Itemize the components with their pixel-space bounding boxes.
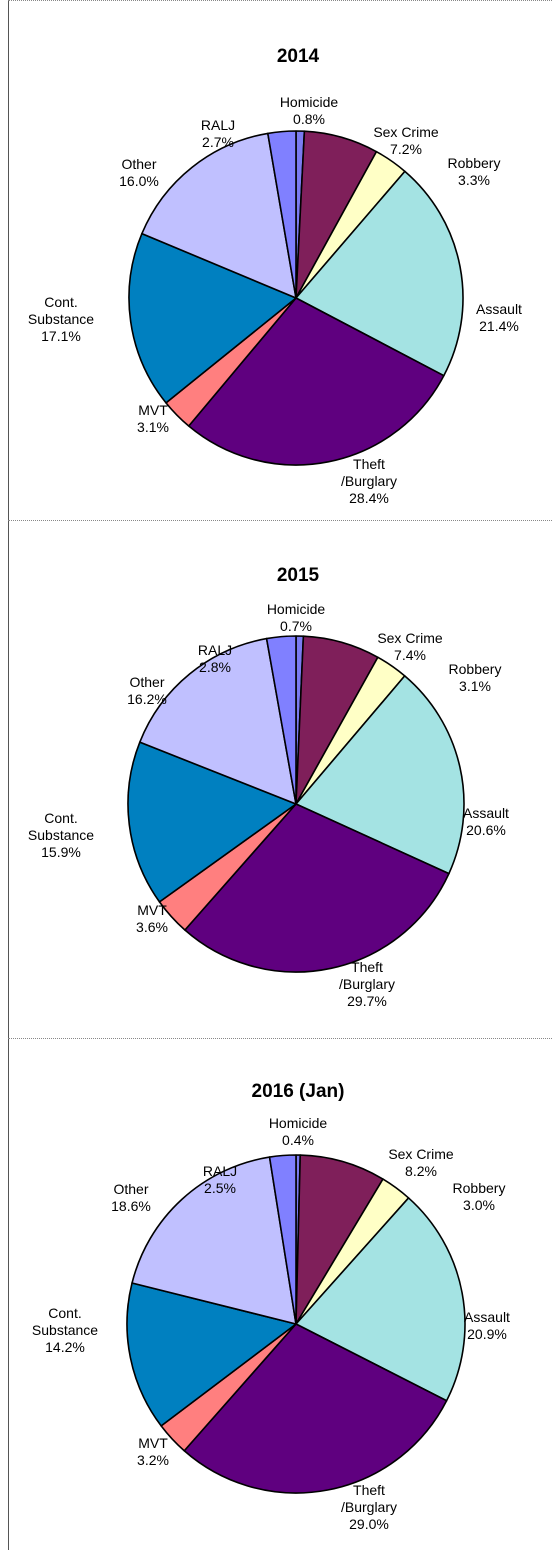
pie-slice-cont-substance <box>128 232 297 404</box>
slice-label-cont-substance: Cont. Substance 17.1% <box>28 294 94 344</box>
page-frame <box>8 0 552 1550</box>
pie-slice-cont-substance <box>126 1282 297 1427</box>
slice-label-sex-crime: Sex Crime 7.4% <box>377 630 443 663</box>
slice-label-sex-crime: Sex Crime 8.2% <box>388 1146 454 1179</box>
pie-chart-2016-jan: 2016 (Jan) Homicide 0.4% Sex Crime 8.2%Robb… <box>32 1081 510 1532</box>
pie-slice-sex-crime <box>295 1154 384 1325</box>
chart-title: 2016 (Jan) <box>252 1081 345 1102</box>
pie-slice-theft-burglary <box>187 297 445 466</box>
pie-panel-2015: 2015 Homicide 0.7% Sex Crime 7.4% Robbery 3.1… <box>8 520 552 1039</box>
slice-label-assault: Assault 20.9% <box>464 1309 510 1342</box>
pie-slice-cont-substance <box>127 741 297 903</box>
slice-label-assault: Assault 20.6% <box>463 805 509 838</box>
slice-label-theft-burglary: Theft/Burglary 28.4% <box>341 456 397 506</box>
pie-slice-assault <box>295 170 464 377</box>
slice-label-homicide: Homicide 0.4% <box>269 1115 328 1148</box>
pie-slice-ralj <box>267 130 297 299</box>
slice-label-robbery: Robbery 3.0% <box>453 1180 506 1213</box>
slice-label-robbery: Robbery 3.3% <box>448 155 501 188</box>
slice-label-ralj: RALJ 2.5% <box>203 1163 237 1196</box>
slice-label-sex-crime: Sex Crime 7.2% <box>373 124 439 157</box>
pie-slice-other <box>139 637 297 805</box>
slice-label-robbery: Robbery 3.1% <box>449 661 502 694</box>
pie-chart-2015: 2015 Homicide 0.7% Sex Crime 7.4%Robbery 3.1… <box>28 565 509 1009</box>
pie-chart-2014: 2014 Homicide 0.8% Sex Crime 7.2% Robbery 3.3… <box>28 46 522 506</box>
slice-label-other: Other 16.0% <box>119 156 159 189</box>
pie-panel-2014: 2014 Homicide 0.8% Sex Crime 7.2% Robbery 3.3… <box>8 0 552 521</box>
pie-slices <box>126 1154 466 1494</box>
pie-slice-assault <box>295 1197 466 1402</box>
chart-title: 2014 <box>277 46 320 67</box>
pie-slice-theft-burglary <box>184 803 450 973</box>
pie-slices <box>128 130 464 466</box>
slice-label-mvt: MVT 3.1% <box>137 402 169 435</box>
pie-slice-ralj <box>268 1154 297 1325</box>
slice-label-cont-substance: Cont. Substance 14.2% <box>32 1305 98 1355</box>
slice-label-ralj: RALJ 2.7% <box>201 117 235 150</box>
pie-slice-other <box>131 1156 297 1325</box>
slice-label-mvt: MVT 3.2% <box>137 1435 169 1468</box>
slice-label-cont-substance: Cont. Substance 15.9% <box>28 810 94 860</box>
pie-slice-ralj <box>265 635 297 805</box>
slice-label-assault: Assault 21.4% <box>476 301 522 334</box>
chart-title: 2015 <box>277 565 320 586</box>
slice-label-ralj: RALJ 2.8% <box>198 642 232 675</box>
pie-slice-theft-burglary <box>183 1323 448 1494</box>
slice-label-theft-burglary: Theft/Burglary 29.7% <box>339 959 395 1009</box>
pie-panel-2016-jan: 2016 (Jan) Homicide 0.4% Sex Crime 8.2% Robb… <box>8 1038 552 1551</box>
pie-slice-assault <box>295 675 465 875</box>
slice-label-mvt: MVT 3.6% <box>136 902 168 935</box>
slice-label-homicide: Homicide 0.8% <box>280 94 339 127</box>
slice-label-other: Other 16.2% <box>127 674 167 707</box>
pie-slices <box>127 635 465 973</box>
slice-label-other: Other 18.6% <box>111 1181 151 1214</box>
slice-label-theft-burglary: Theft/Burglary 29.0% <box>341 1482 397 1532</box>
slice-label-homicide: Homicide 0.7% <box>267 601 326 634</box>
pie-slice-other <box>141 132 297 299</box>
